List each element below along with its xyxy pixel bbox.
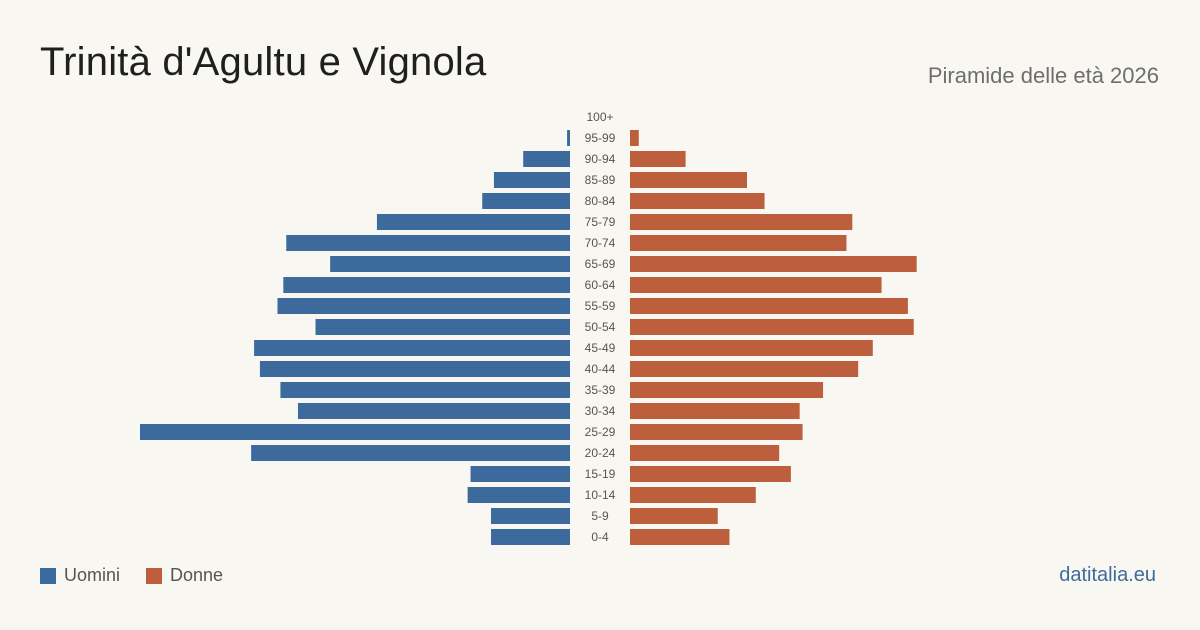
bar-men-65-69 [330, 256, 570, 272]
age-group-label: 5-9 [591, 509, 609, 523]
age-group-label: 40-44 [585, 362, 616, 376]
legend-item-men: Uomini [40, 565, 120, 586]
bar-women-55-59 [630, 298, 908, 314]
bar-men-85-89 [493, 172, 570, 188]
bar-women-35-39 [630, 382, 824, 398]
legend-label-women: Donne [170, 565, 224, 585]
chart-title: Trinità d'Agultu e Vignola [40, 40, 487, 84]
bar-women-5-9 [630, 508, 718, 524]
bar-women-20-24 [630, 445, 780, 461]
bar-women-70-74 [630, 235, 847, 251]
legend-swatch-men [40, 567, 56, 584]
bar-men-80-84 [482, 193, 570, 209]
age-group-label: 10-14 [585, 488, 616, 502]
bar-women-10-14 [630, 487, 756, 503]
age-group-label: 80-84 [585, 194, 616, 208]
bar-women-50-54 [630, 319, 914, 335]
bar-women-85-89 [630, 172, 748, 188]
bar-men-60-64 [283, 277, 570, 293]
bar-men-35-39 [280, 382, 570, 398]
age-group-label: 95-99 [585, 131, 616, 145]
age-group-label: 45-49 [585, 341, 616, 355]
bar-men-10-14 [467, 487, 570, 503]
age-group-label: 50-54 [585, 320, 616, 334]
chart-subtitle: Piramide delle età 2026 [927, 63, 1159, 88]
age-group-label: 100+ [586, 110, 613, 124]
bar-men-75-79 [376, 214, 570, 230]
age-group-label: 55-59 [585, 299, 616, 313]
age-group-label: 90-94 [585, 152, 616, 166]
bar-women-45-49 [630, 340, 873, 356]
bar-men-90-94 [523, 151, 570, 167]
age-group-label: 25-29 [585, 425, 616, 439]
bar-men-15-19 [470, 466, 570, 482]
age-group-label: 70-74 [585, 236, 616, 250]
legend-swatch-women [146, 567, 163, 584]
age-group-label: 15-19 [585, 467, 616, 481]
source-link[interactable]: datitalia.eu [1059, 564, 1156, 586]
bar-women-0-4 [630, 529, 730, 545]
legend-item-women: Donne [146, 565, 223, 586]
legend-label-men: Uomini [64, 565, 121, 585]
bar-men-50-54 [315, 319, 570, 335]
bar-women-40-44 [630, 361, 859, 377]
age-group-label: 65-69 [585, 257, 616, 271]
age-group-label: 75-79 [585, 215, 616, 229]
bar-women-65-69 [630, 256, 917, 272]
bar-men-55-59 [277, 298, 570, 314]
bar-men-30-34 [297, 403, 570, 419]
bar-men-20-24 [251, 445, 570, 461]
bar-men-70-74 [286, 235, 570, 251]
age-group-label: 0-4 [591, 530, 609, 544]
bar-men-5-9 [491, 508, 570, 524]
age-group-label: 60-64 [585, 278, 616, 292]
bar-women-25-29 [630, 424, 803, 440]
bar-women-95-99 [630, 130, 639, 146]
bar-women-60-64 [630, 277, 882, 293]
age-group-label: 20-24 [585, 446, 616, 460]
age-group-label: 85-89 [585, 173, 616, 187]
bar-women-30-34 [630, 403, 800, 419]
age-group-label: 35-39 [585, 383, 616, 397]
bar-women-90-94 [630, 151, 686, 167]
bar-women-80-84 [630, 193, 765, 209]
bar-women-75-79 [630, 214, 853, 230]
bar-men-25-29 [140, 424, 570, 440]
bar-men-40-44 [259, 361, 570, 377]
legend: Uomini Donne [40, 565, 249, 586]
bar-men-0-4 [491, 529, 570, 545]
bar-men-45-49 [254, 340, 570, 356]
bar-men-95-99 [567, 130, 570, 146]
age-group-label: 30-34 [585, 404, 616, 418]
bar-women-15-19 [630, 466, 791, 482]
